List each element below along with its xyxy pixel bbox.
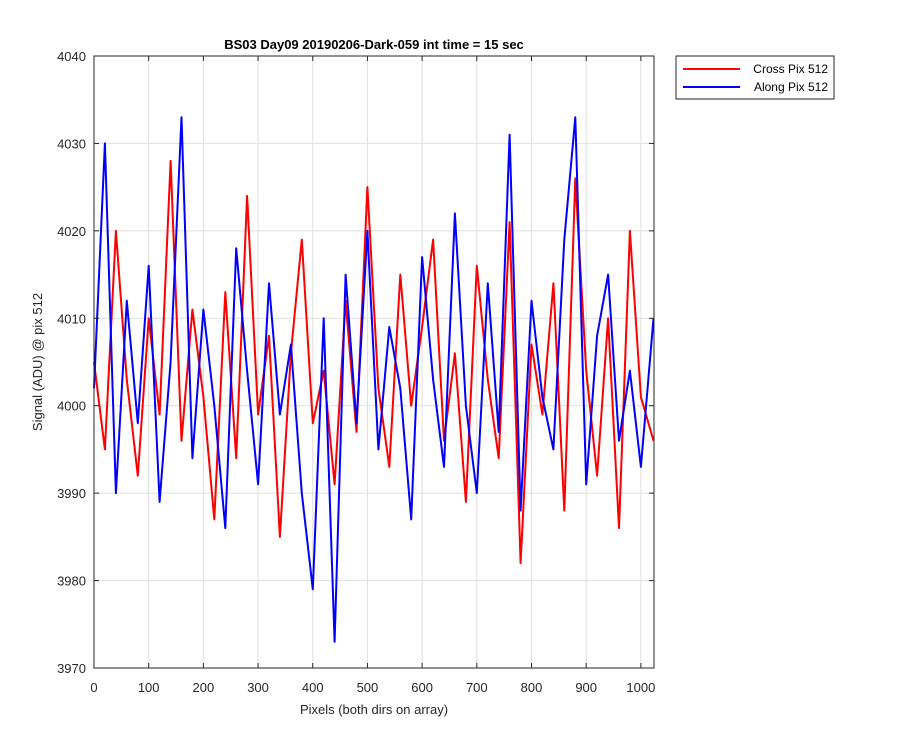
x-tick-label: 800 [521, 680, 543, 695]
x-axis-title: Pixels (both dirs on array) [300, 702, 448, 717]
ticks: 0 100 200 300 400 500 600 700 800 900 1000 3970 3980… [57, 49, 655, 695]
x-tick-label: 600 [411, 680, 433, 695]
y-tick-label: 3990 [57, 486, 86, 501]
y-tick-label: 4030 [57, 136, 86, 151]
x-tick-label: 0 [90, 680, 97, 695]
x-tick-label: 100 [138, 680, 160, 695]
legend-box [675, 55, 835, 100]
y-tick-label: 4000 [57, 399, 86, 414]
chart-title: BS03 Day09 20190206-Dark-059 int time = … [224, 37, 524, 52]
x-tick-label: 700 [466, 680, 488, 695]
series-line-cross-pix-512 [93, 159, 655, 565]
y-tick-label: 4040 [57, 49, 86, 64]
x-tick-label: 900 [575, 680, 597, 695]
x-tick-label: 300 [247, 680, 269, 695]
y-axis-title: Signal (ADU) @ pix 512 [30, 293, 45, 431]
y-tick-label: 4020 [57, 224, 86, 239]
legend: Cross Pix 512 Along Pix 512 [675, 55, 835, 100]
series-layer [93, 116, 655, 643]
y-tick-label: 4010 [57, 311, 86, 326]
legend-label-cross: Cross Pix 512 [753, 62, 828, 76]
x-tick-label: 500 [357, 680, 379, 695]
x-tick-label: 200 [193, 680, 215, 695]
plot-frame [93, 55, 655, 669]
y-tick-label: 3970 [57, 661, 86, 676]
x-tick-label: 400 [302, 680, 324, 695]
series-line-along-pix-512 [93, 116, 655, 643]
legend-label-along: Along Pix 512 [754, 80, 828, 94]
x-tick-label: 1000 [626, 680, 655, 695]
y-tick-label: 3980 [57, 574, 86, 589]
